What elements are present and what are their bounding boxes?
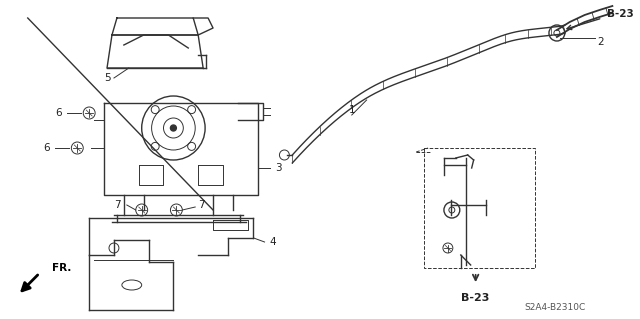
Bar: [424, 148, 535, 268]
Text: 1: 1: [348, 105, 355, 115]
Text: B-23: B-23: [607, 9, 634, 19]
Circle shape: [170, 125, 177, 131]
Text: B-23: B-23: [461, 293, 490, 303]
Text: 6: 6: [43, 143, 49, 153]
Text: 5: 5: [104, 73, 110, 83]
Text: S2A4-B2310C: S2A4-B2310C: [524, 303, 586, 313]
Text: 6: 6: [55, 108, 61, 118]
Text: 3: 3: [275, 163, 282, 173]
Text: FR.: FR.: [52, 263, 71, 273]
Text: 7: 7: [198, 200, 205, 210]
Text: 7: 7: [115, 200, 121, 210]
Text: 2: 2: [597, 37, 604, 47]
Text: 4: 4: [269, 237, 276, 247]
